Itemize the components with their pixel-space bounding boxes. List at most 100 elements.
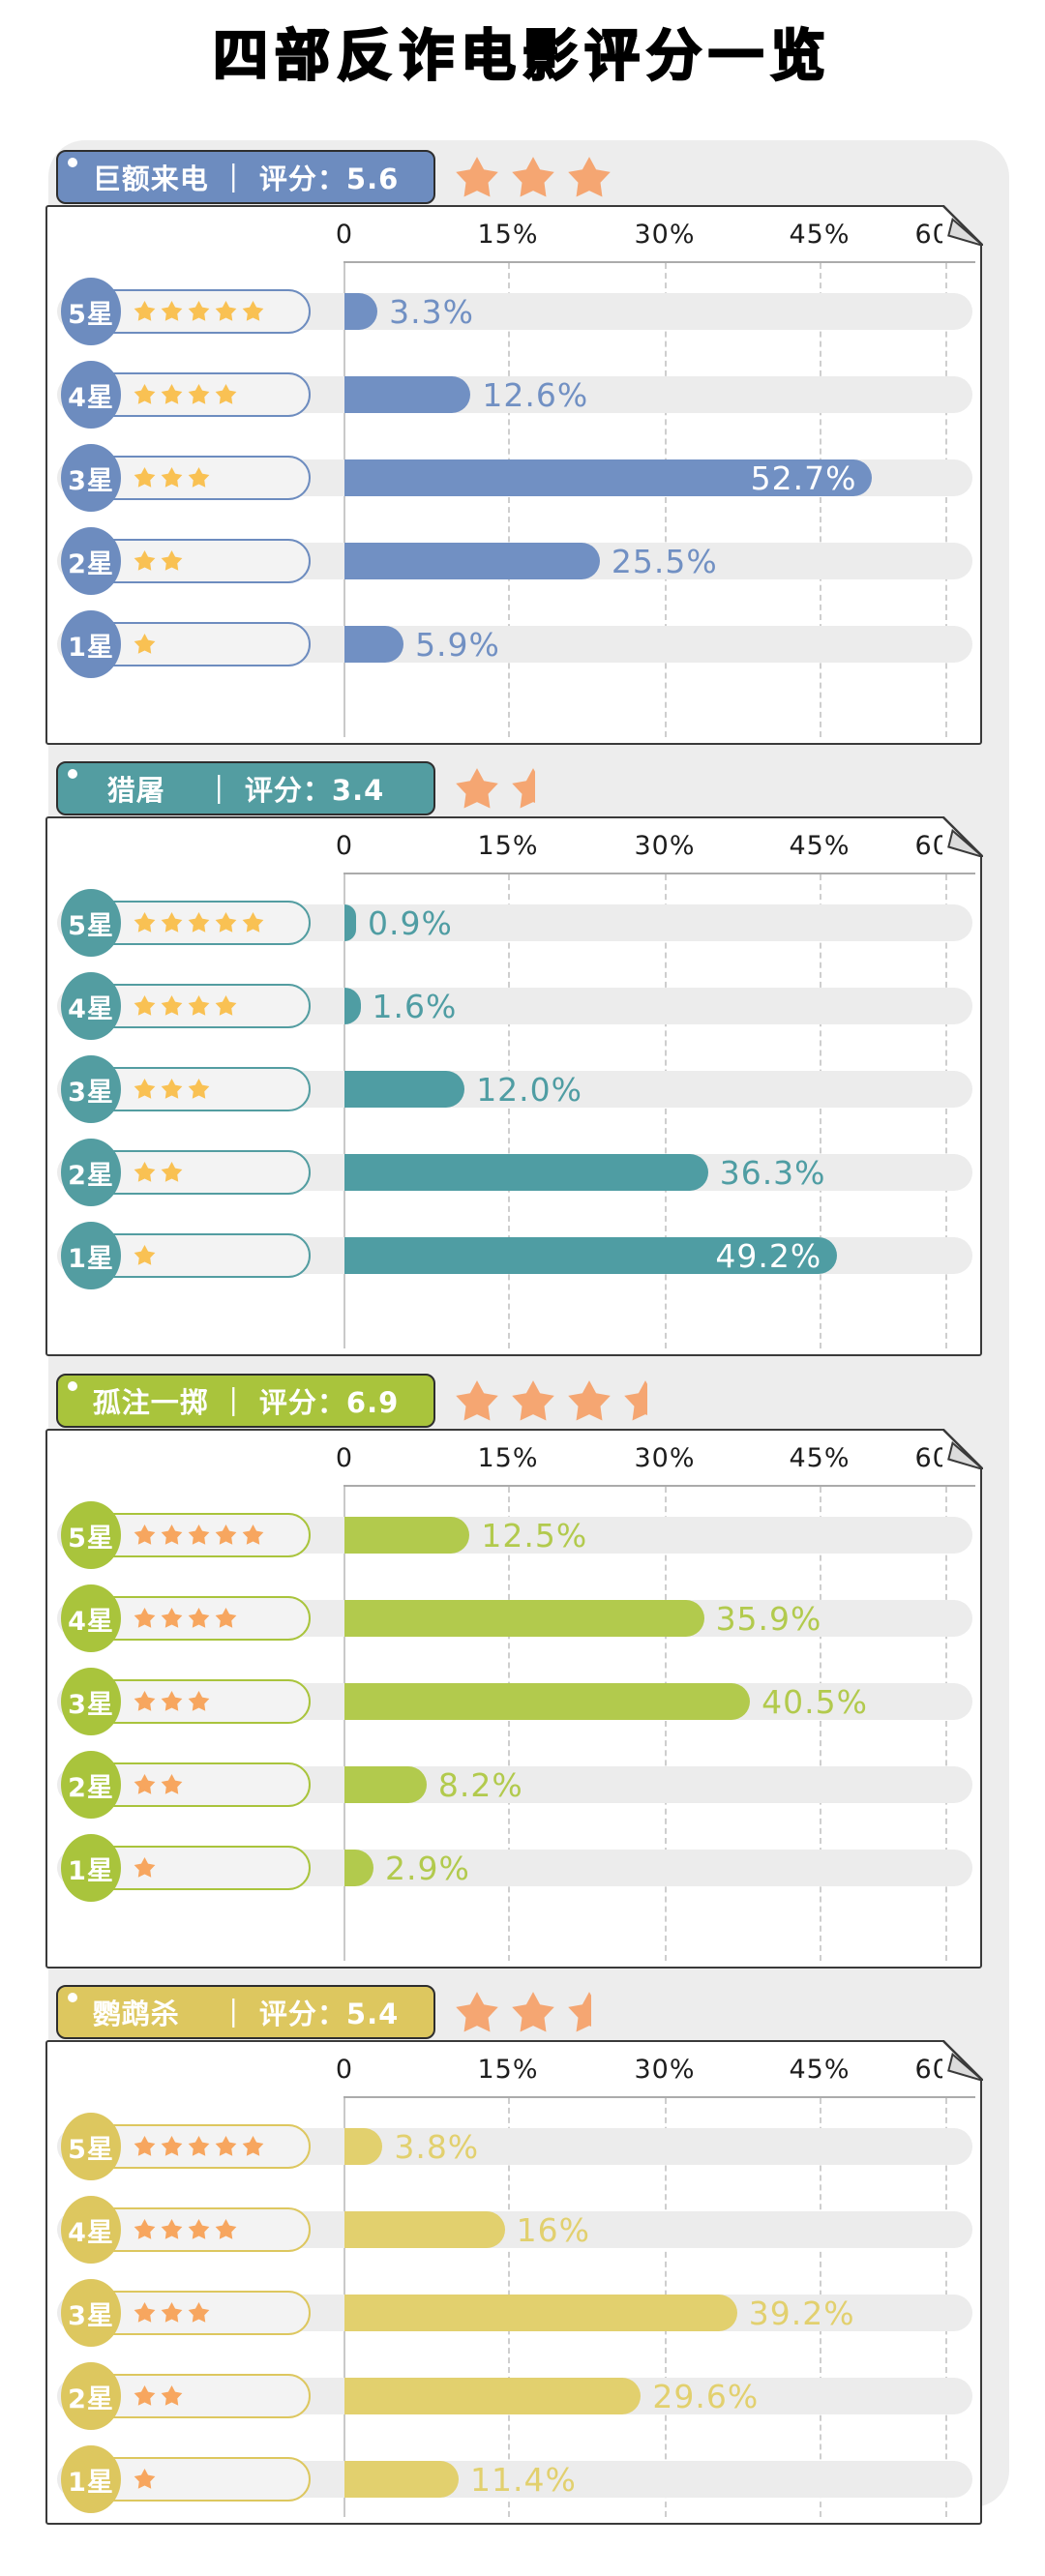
row-label-circle: 2星 — [61, 1751, 121, 1819]
star-icon — [188, 1607, 210, 1628]
page-title: 四部反诈电影评分一览 — [212, 23, 832, 90]
star-icon — [161, 994, 183, 1016]
row-label-circle: 1星 — [61, 1222, 121, 1289]
star-icon — [624, 1380, 647, 1421]
row-star-icons — [133, 994, 238, 1019]
star-icon — [134, 300, 156, 321]
dashed-gridline — [945, 874, 947, 1348]
star-icon — [134, 1078, 156, 1099]
star-icon — [215, 300, 237, 321]
star-icon — [512, 157, 554, 197]
x-tick-label: 15% — [477, 220, 539, 250]
row-star-icons — [133, 633, 157, 657]
row-label-circle: 2星 — [61, 2362, 121, 2430]
star-icon — [568, 1992, 591, 2032]
star-icon — [161, 1773, 183, 1794]
movie-header-tab: 鹦鹉杀 ｜ 评分：5.4 — [56, 1985, 435, 2039]
movie-header-label: 巨额来电 ｜ 评分：5.6 — [92, 163, 400, 195]
star-icon — [161, 911, 183, 933]
star-icon — [134, 383, 156, 404]
bar-value-label: 16% — [516, 2211, 590, 2249]
star-icon — [512, 768, 535, 809]
x-tick-label: 30% — [634, 2055, 696, 2085]
movie-header-label: 鹦鹉杀 ｜ 评分：5.4 — [92, 1998, 400, 2030]
star-icon — [456, 1380, 498, 1421]
x-tick-label: 0 — [335, 831, 354, 861]
x-axis-line — [343, 2096, 975, 2098]
row-label-circle: 4星 — [61, 361, 121, 429]
row-label-circle: 3星 — [61, 1055, 121, 1123]
star-icon — [188, 2218, 210, 2239]
row-star-icons — [133, 2218, 238, 2242]
row-label-circle: 5星 — [61, 2113, 121, 2180]
bar — [344, 543, 600, 579]
row-label-circle: 1星 — [61, 2445, 121, 2513]
star-icon — [242, 1524, 264, 1545]
x-tick-label: 15% — [477, 1443, 539, 1473]
dashed-gridline — [665, 1487, 667, 1961]
star-icon — [134, 466, 156, 488]
page-fold-icon — [940, 2038, 984, 2082]
bar — [344, 1766, 427, 1803]
bar — [344, 1237, 838, 1274]
chart-card: 015%30%45%60%0.9%5星1.6%4星12.0%3星36.3%2星4… — [45, 814, 984, 1356]
movie-section: 鹦鹉杀 ｜ 评分：5.4015%30%45%60%3.8%5星16%4星39.2… — [0, 1985, 1045, 2528]
dashed-gridline — [508, 1487, 510, 1961]
tab-corner-dot — [68, 158, 77, 167]
row-star-icons — [133, 466, 211, 490]
star-icon — [242, 2135, 264, 2156]
x-axis-line — [343, 1485, 975, 1487]
star-icon — [215, 2218, 237, 2239]
row-label-circle: 2星 — [61, 527, 121, 595]
star-icon — [188, 2135, 210, 2156]
zero-gridline — [343, 1487, 345, 1961]
half-star-icon — [565, 1990, 591, 2038]
bar — [344, 1517, 470, 1554]
row-label-circle: 5星 — [61, 889, 121, 957]
row-star-icons — [133, 549, 184, 574]
movie-rating-stars — [453, 1988, 591, 2040]
x-tick-label: 0 — [335, 1443, 354, 1473]
star-icon — [188, 383, 210, 404]
x-axis-line — [343, 873, 975, 874]
page-fold-icon — [940, 814, 984, 858]
star-icon — [512, 1380, 554, 1421]
x-tick-label: 0 — [335, 220, 354, 250]
star-icon — [188, 1524, 210, 1545]
star-icon — [134, 2468, 156, 2489]
page-fold-icon — [940, 203, 984, 247]
star-icon — [215, 1607, 237, 1628]
dashed-gridline — [508, 263, 510, 737]
bar-value-label: 1.6% — [372, 988, 458, 1025]
row-star-icons — [133, 2135, 265, 2159]
row-label-circle: 4星 — [61, 1584, 121, 1652]
star-icon — [161, 1161, 183, 1182]
star-icon — [134, 2384, 156, 2406]
bar-value-label: 36.3% — [719, 1154, 826, 1192]
star-icon — [161, 383, 183, 404]
bar — [344, 2378, 642, 2414]
page-fold-icon — [940, 2038, 984, 2082]
star-icon — [134, 2301, 156, 2323]
bar — [344, 459, 873, 496]
page-fold-icon — [940, 203, 984, 247]
bar — [344, 2461, 459, 2498]
row-label-circle: 2星 — [61, 1139, 121, 1206]
x-tick-label: 15% — [477, 831, 539, 861]
movie-rating-stars — [453, 153, 613, 205]
bar — [344, 2295, 737, 2331]
star-icon — [161, 466, 183, 488]
star-icon — [188, 911, 210, 933]
star-icon — [161, 1524, 183, 1545]
row-star-icons — [133, 1773, 184, 1797]
x-tick-label: 45% — [789, 2055, 851, 2085]
bar — [344, 293, 378, 330]
dashed-gridline — [945, 1487, 947, 1961]
star-icon — [134, 1690, 156, 1711]
page-fold-icon — [940, 1427, 984, 1470]
row-star-icons — [133, 1690, 211, 1714]
x-axis-line — [343, 261, 975, 263]
row-label-circle: 1星 — [61, 610, 121, 678]
bar-value-label: 52.7% — [750, 459, 857, 497]
star-icon — [512, 1992, 554, 2032]
